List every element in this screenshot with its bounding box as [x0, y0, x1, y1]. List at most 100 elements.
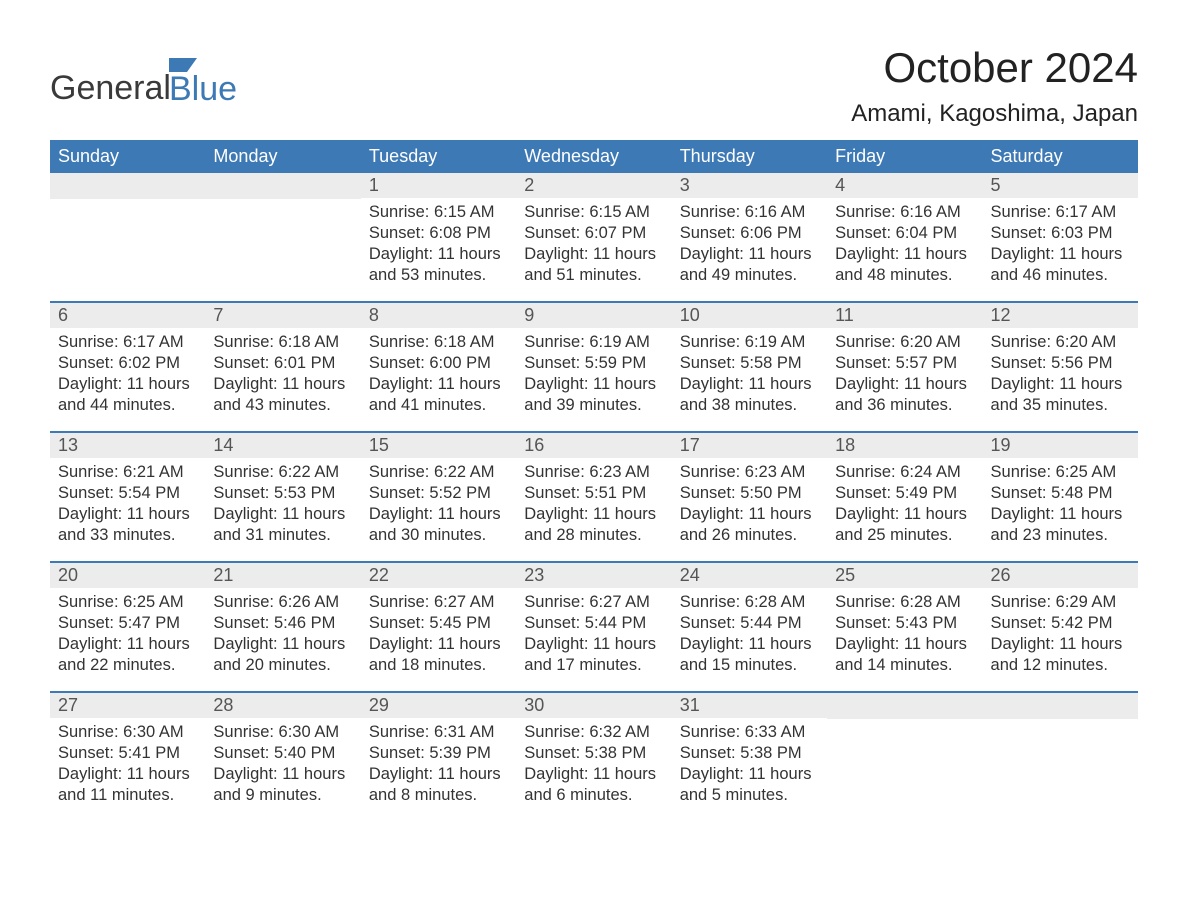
sunset-text: Sunset: 6:06 PM [680, 223, 819, 244]
sunset-text: Sunset: 5:48 PM [991, 483, 1130, 504]
day-number: 21 [205, 563, 360, 588]
sunrise-text: Sunrise: 6:32 AM [524, 722, 663, 743]
calendar-day-cell: 19Sunrise: 6:25 AMSunset: 5:48 PMDayligh… [983, 433, 1138, 561]
day-body: Sunrise: 6:23 AMSunset: 5:51 PMDaylight:… [516, 458, 671, 554]
daylight-text: and 15 minutes. [680, 655, 819, 676]
brand-word2-wrap: Blue [169, 58, 237, 105]
daylight-text: and 31 minutes. [213, 525, 352, 546]
calendar-day-cell: 16Sunrise: 6:23 AMSunset: 5:51 PMDayligh… [516, 433, 671, 561]
daylight-text: Daylight: 11 hours [991, 374, 1130, 395]
calendar-table: SundayMondayTuesdayWednesdayThursdayFrid… [50, 140, 1138, 821]
calendar-day-cell: 3Sunrise: 6:16 AMSunset: 6:06 PMDaylight… [672, 173, 827, 301]
sunset-text: Sunset: 5:39 PM [369, 743, 508, 764]
day-number: 2 [516, 173, 671, 198]
daylight-text: Daylight: 11 hours [524, 634, 663, 655]
sunrise-text: Sunrise: 6:30 AM [213, 722, 352, 743]
day-body: Sunrise: 6:23 AMSunset: 5:50 PMDaylight:… [672, 458, 827, 554]
calendar-header-row: SundayMondayTuesdayWednesdayThursdayFrid… [50, 140, 1138, 173]
daylight-text: Daylight: 11 hours [835, 634, 974, 655]
day-body: Sunrise: 6:22 AMSunset: 5:52 PMDaylight:… [361, 458, 516, 554]
sunrise-text: Sunrise: 6:17 AM [991, 202, 1130, 223]
sunrise-text: Sunrise: 6:27 AM [369, 592, 508, 613]
daylight-text: Daylight: 11 hours [991, 634, 1130, 655]
daylight-text: Daylight: 11 hours [524, 764, 663, 785]
sunrise-text: Sunrise: 6:26 AM [213, 592, 352, 613]
calendar-day-cell [827, 693, 982, 821]
calendar-week: 20Sunrise: 6:25 AMSunset: 5:47 PMDayligh… [50, 563, 1138, 691]
sunrise-text: Sunrise: 6:18 AM [369, 332, 508, 353]
day-body: Sunrise: 6:31 AMSunset: 5:39 PMDaylight:… [361, 718, 516, 814]
sunset-text: Sunset: 6:08 PM [369, 223, 508, 244]
weekday-header: Tuesday [361, 140, 516, 173]
day-body: Sunrise: 6:27 AMSunset: 5:44 PMDaylight:… [516, 588, 671, 684]
daylight-text: and 33 minutes. [58, 525, 197, 546]
sunset-text: Sunset: 5:56 PM [991, 353, 1130, 374]
daylight-text: and 36 minutes. [835, 395, 974, 416]
daylight-text: and 11 minutes. [58, 785, 197, 806]
daylight-text: and 41 minutes. [369, 395, 508, 416]
daylight-text: and 48 minutes. [835, 265, 974, 286]
daylight-text: Daylight: 11 hours [835, 504, 974, 525]
day-number [50, 173, 205, 199]
calendar-week: 13Sunrise: 6:21 AMSunset: 5:54 PMDayligh… [50, 433, 1138, 561]
day-body: Sunrise: 6:28 AMSunset: 5:44 PMDaylight:… [672, 588, 827, 684]
sunrise-text: Sunrise: 6:27 AM [524, 592, 663, 613]
sunset-text: Sunset: 5:46 PM [213, 613, 352, 634]
day-number: 12 [983, 303, 1138, 328]
daylight-text: Daylight: 11 hours [213, 504, 352, 525]
brand-word2: Blue [169, 74, 237, 105]
weekday-header: Friday [827, 140, 982, 173]
sunset-text: Sunset: 5:47 PM [58, 613, 197, 634]
sunset-text: Sunset: 5:52 PM [369, 483, 508, 504]
day-number: 11 [827, 303, 982, 328]
daylight-text: Daylight: 11 hours [835, 244, 974, 265]
sunset-text: Sunset: 5:42 PM [991, 613, 1130, 634]
daylight-text: and 26 minutes. [680, 525, 819, 546]
sunrise-text: Sunrise: 6:25 AM [991, 462, 1130, 483]
sunrise-text: Sunrise: 6:16 AM [680, 202, 819, 223]
sunset-text: Sunset: 5:38 PM [680, 743, 819, 764]
daylight-text: Daylight: 11 hours [369, 374, 508, 395]
calendar-day-cell: 13Sunrise: 6:21 AMSunset: 5:54 PMDayligh… [50, 433, 205, 561]
calendar-day-cell: 9Sunrise: 6:19 AMSunset: 5:59 PMDaylight… [516, 303, 671, 431]
sunset-text: Sunset: 5:40 PM [213, 743, 352, 764]
sunset-text: Sunset: 6:04 PM [835, 223, 974, 244]
calendar-day-cell: 29Sunrise: 6:31 AMSunset: 5:39 PMDayligh… [361, 693, 516, 821]
daylight-text: Daylight: 11 hours [680, 374, 819, 395]
sunset-text: Sunset: 5:50 PM [680, 483, 819, 504]
daylight-text: Daylight: 11 hours [369, 764, 508, 785]
day-body: Sunrise: 6:17 AMSunset: 6:03 PMDaylight:… [983, 198, 1138, 294]
day-number: 10 [672, 303, 827, 328]
weekday-header: Thursday [672, 140, 827, 173]
day-number: 24 [672, 563, 827, 588]
calendar-week: 27Sunrise: 6:30 AMSunset: 5:41 PMDayligh… [50, 693, 1138, 821]
daylight-text: and 12 minutes. [991, 655, 1130, 676]
daylight-text: Daylight: 11 hours [524, 374, 663, 395]
calendar-day-cell: 30Sunrise: 6:32 AMSunset: 5:38 PMDayligh… [516, 693, 671, 821]
day-body: Sunrise: 6:19 AMSunset: 5:58 PMDaylight:… [672, 328, 827, 424]
calendar-day-cell: 26Sunrise: 6:29 AMSunset: 5:42 PMDayligh… [983, 563, 1138, 691]
daylight-text: and 51 minutes. [524, 265, 663, 286]
calendar-day-cell: 7Sunrise: 6:18 AMSunset: 6:01 PMDaylight… [205, 303, 360, 431]
sunset-text: Sunset: 5:44 PM [680, 613, 819, 634]
sunrise-text: Sunrise: 6:16 AM [835, 202, 974, 223]
calendar-day-cell: 6Sunrise: 6:17 AMSunset: 6:02 PMDaylight… [50, 303, 205, 431]
daylight-text: Daylight: 11 hours [213, 374, 352, 395]
day-number: 27 [50, 693, 205, 718]
daylight-text: Daylight: 11 hours [991, 244, 1130, 265]
calendar-day-cell: 5Sunrise: 6:17 AMSunset: 6:03 PMDaylight… [983, 173, 1138, 301]
day-body: Sunrise: 6:17 AMSunset: 6:02 PMDaylight:… [50, 328, 205, 424]
day-number: 4 [827, 173, 982, 198]
day-body: Sunrise: 6:24 AMSunset: 5:49 PMDaylight:… [827, 458, 982, 554]
day-number: 20 [50, 563, 205, 588]
daylight-text: Daylight: 11 hours [680, 764, 819, 785]
daylight-text: and 23 minutes. [991, 525, 1130, 546]
sunrise-text: Sunrise: 6:28 AM [835, 592, 974, 613]
daylight-text: Daylight: 11 hours [213, 764, 352, 785]
day-body: Sunrise: 6:32 AMSunset: 5:38 PMDaylight:… [516, 718, 671, 814]
day-body [205, 199, 360, 211]
day-body: Sunrise: 6:22 AMSunset: 5:53 PMDaylight:… [205, 458, 360, 554]
day-number: 29 [361, 693, 516, 718]
sunrise-text: Sunrise: 6:19 AM [680, 332, 819, 353]
day-number [983, 693, 1138, 719]
